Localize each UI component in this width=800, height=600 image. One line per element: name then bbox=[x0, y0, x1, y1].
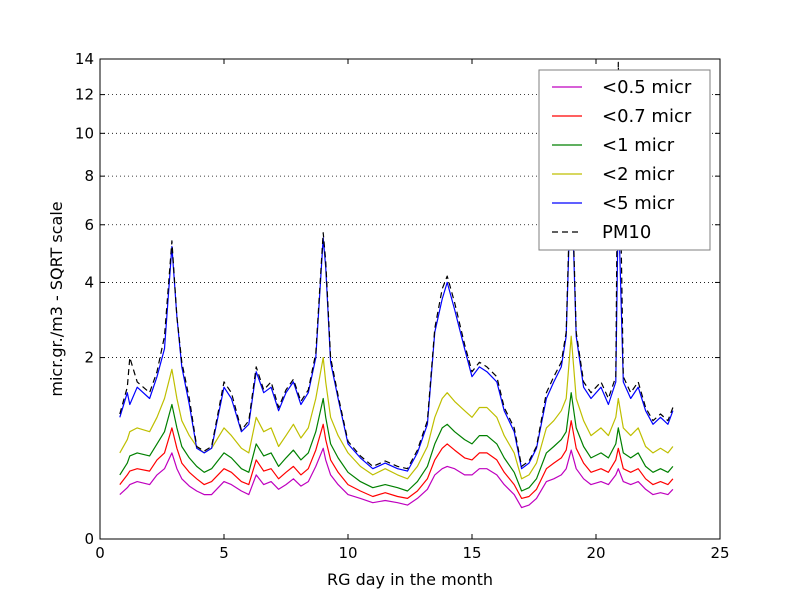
legend-box bbox=[538, 69, 711, 251]
legend-label: <5 micr bbox=[602, 193, 675, 214]
y-tick-label: 6 bbox=[84, 216, 94, 234]
legend-label: <1 micr bbox=[602, 135, 675, 156]
series-line-0-7-micr bbox=[119, 420, 674, 499]
x-tick-label: 0 bbox=[95, 544, 105, 562]
series-layer bbox=[119, 61, 674, 509]
x-tick-label: 20 bbox=[586, 544, 605, 562]
legend-label: PM10 bbox=[602, 222, 651, 243]
x-tick-label: 10 bbox=[338, 544, 357, 562]
legend-label: <2 micr bbox=[602, 164, 675, 185]
y-tick-label: 14 bbox=[75, 50, 94, 68]
y-tick-label: 0 bbox=[84, 530, 94, 548]
legend-label: <0.5 micr bbox=[602, 77, 692, 98]
y-tick-label: 2 bbox=[84, 349, 94, 367]
y-tick-label: 8 bbox=[84, 167, 94, 185]
legend: <0.5 micr <0.7 micr <1 micr <2 micr <5 micr P… bbox=[538, 69, 711, 251]
series-line-5-micr bbox=[119, 168, 674, 472]
series-line-pm10 bbox=[119, 61, 674, 470]
x-axis-label: RG day in the month bbox=[327, 570, 493, 589]
y-axis-label: micr.gr./m3 - SQRT scale bbox=[47, 201, 66, 396]
x-tick-label: 25 bbox=[710, 544, 729, 562]
legend-label: <0.7 micr bbox=[602, 106, 692, 127]
x-tick-label: 15 bbox=[462, 544, 481, 562]
y-tick-label: 4 bbox=[84, 273, 94, 291]
plot-frame bbox=[99, 58, 721, 540]
ticks: 0 5 10 15 20 25 0 2 4 6 8 10 12 14 bbox=[75, 50, 730, 562]
series-line-1-micr bbox=[119, 392, 674, 492]
x-tick-label: 5 bbox=[219, 544, 229, 562]
y-tick-label: 12 bbox=[75, 86, 94, 104]
series-line-0-5-micr bbox=[119, 447, 674, 509]
y-tick-label: 10 bbox=[75, 124, 94, 142]
